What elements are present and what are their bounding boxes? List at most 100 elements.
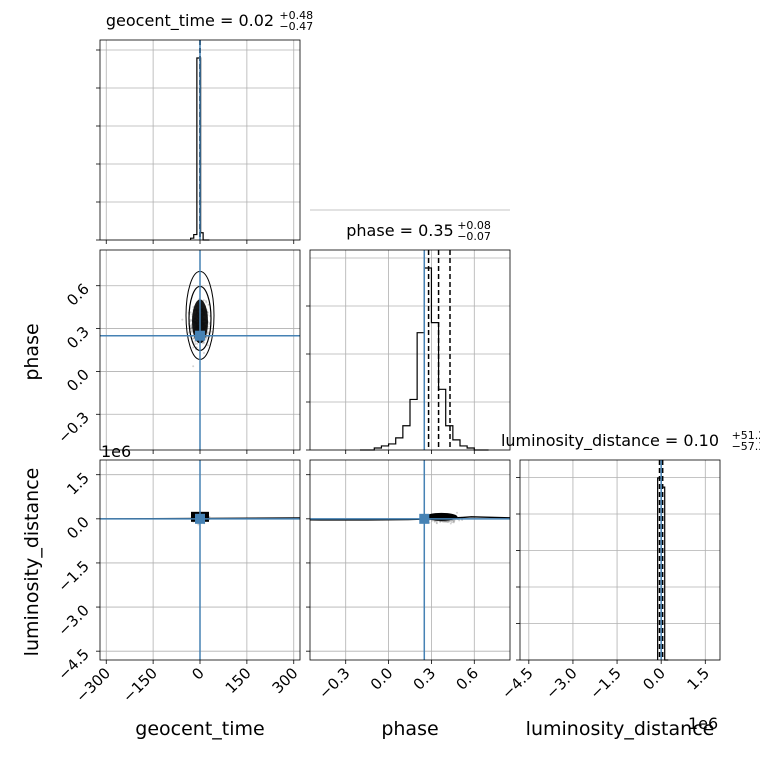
scatter-geocent-phase-pt-179 [192,365,195,368]
scatter-phase-lumdist-pt-65 [444,520,447,523]
title-main-phase: phase = 0.35 [346,221,453,240]
scatter-geocent-phase-pt-333 [189,327,192,330]
xtick-label-luminosity_distance-2: −1.5 [586,664,624,702]
scatter-geocent-phase-pt-246 [201,342,204,345]
scatter-geocent-phase-pt-279 [190,324,192,327]
xtick-label-phase-0: −0.3 [315,664,353,702]
scatter-phase-lumdist-pt-236 [443,520,446,523]
xtick-label-phase-2: 0.3 [410,664,440,694]
title-phase: phase = 0.35 +0.08−0.07 [346,219,491,243]
scatter-geocent-phase-pt-284 [189,318,192,321]
title-main-geocent_time: geocent_time = 0.02 [106,11,274,31]
scatter-phase-lumdist-pt-229 [447,520,450,523]
panel-phase-hist [309,249,511,451]
xtick-label-geocent_time-1: −150 [119,664,161,706]
title-geocent_time: geocent_time = 0.02 +0.48−0.47 [106,9,313,33]
xtick-label-geocent_time-3: 150 [222,664,255,697]
truth-marker-geocent_time-luminosity_distance [195,513,205,524]
xtick-label-luminosity_distance-3: 0.0 [639,664,669,694]
panel-lumdist-hist [519,459,721,661]
scatter-geocent-phase-pt-443 [206,344,209,347]
xtick-label-luminosity_distance-0: −4.5 [498,664,536,702]
scatter-geocent-phase-pt-236 [196,342,199,345]
scatter-phase-lumdist-pt-195 [443,520,446,523]
scatter-phase-lumdist-pt-25 [439,520,442,523]
truth-marker-geocent_time-phase [195,330,205,341]
xlabel-phase: phase [381,718,438,740]
xlabel-luminosity-distance: luminosity_distance [526,718,715,740]
xtick-label-geocent_time-2: 0 [188,664,207,683]
scatter-geocent-phase-pt-372 [207,331,210,334]
scatter-geocent-phase-pt-348 [203,341,206,344]
xtick-label-luminosity_distance-1: −3.0 [542,664,580,702]
ytick-label-phase-3: 0.6 [63,280,93,310]
title-upper-luminosity_distance: +51.29 [732,429,760,442]
title-luminosity_distance: luminosity_distance = 0.10 +51.29−57.34 [501,429,760,453]
title-upper-phase: +0.08 [457,219,491,232]
scatter-geocent-phase-pt-375 [190,330,193,333]
xlabel-geocent-time: geocent_time [135,718,264,740]
scatter-phase-lumdist-pt-30 [444,520,447,523]
ytick-label-luminosity_distance-2: −1.5 [54,557,92,595]
scatter-phase-lumdist-pt-151 [449,520,452,523]
scatter-geocent-phase-pt-248 [189,311,192,314]
scatter-geocent-phase-pt-428 [189,325,192,328]
scatter-phase-lumdist-pt-23 [447,520,450,523]
truth-marker-phase-luminosity_distance [419,513,430,524]
title-main-luminosity_distance: luminosity_distance = 0.10 [501,431,719,451]
scatter-phase-lumdist-pt-174 [452,521,455,524]
scatter-geocent-phase-pt-298 [208,323,211,325]
offset-label-row: 1e6 [101,442,131,461]
scatter-phase-lumdist-pt-193 [456,511,458,514]
scatter-phase-lumdist-pt-212 [435,521,438,524]
ytick-label-luminosity_distance-3: 0.0 [63,513,93,543]
scatter-geocent-phase-pt-180 [205,337,208,340]
scatter-geocent-phase-pt-187 [192,337,195,340]
scatter-geocent-phase-pt-214 [190,329,193,332]
scatter-geocent-phase-pt-146 [189,320,192,323]
panel-phase-lumdist [309,459,511,661]
scatter-geocent-phase-pt-382 [203,352,205,354]
scatter-phase-lumdist-pt-72 [435,522,438,525]
scatter-geocent-phase-pt-221 [202,299,205,302]
scatter-geocent-phase-pt-439 [205,301,208,304]
xtick-label-phase-1: 0.0 [367,664,397,694]
ytick-label-phase-1: 0.0 [63,366,93,396]
scatter-phase-lumdist-pt-206 [431,519,433,522]
scatter-phase-lumdist-pt-145 [449,522,452,525]
scatter-geocent-phase-pt-116 [194,340,197,343]
xtick-label-geocent_time-4: 300 [269,664,302,697]
ylabel-luminosity-distance: luminosity_distance [21,468,43,657]
scatter-geocent-lumdist-pt-126 [197,523,200,526]
scatter-phase-lumdist-pt-136 [446,521,449,523]
xtick-label-phase-3: 0.6 [453,664,483,694]
ylabel-phase: phase [21,323,43,380]
scatter-phase-lumdist-pt-197 [452,519,455,522]
ytick-label-phase-0: −0.3 [54,408,92,446]
scatter-phase-lumdist-pt-6 [446,520,449,523]
title-lower-phase: −0.07 [457,230,491,243]
scatter-geocent-phase-pt-347 [207,303,210,306]
ytick-label-luminosity_distance-4: 1.5 [63,469,93,499]
scatter-phase-lumdist-pt-51 [451,521,453,524]
scatter-geocent-phase-pt-97 [181,318,184,321]
density-core-phase-lumdist [425,512,458,521]
scatter-geocent-phase-pt-215 [192,346,195,349]
offset-label-col: 1e6 [688,714,718,733]
scatter-phase-lumdist-pt-106 [452,520,455,523]
scatter-geocent-phase-pt-339 [205,336,208,339]
scatter-geocent-phase-pt-332 [194,343,197,345]
xtick-label-luminosity_distance-4: 1.5 [684,664,714,694]
title-lower-geocent_time: −0.47 [279,20,313,33]
ytick-label-phase-2: 0.3 [63,323,93,353]
ytick-label-luminosity_distance-1: −3.0 [54,601,92,639]
scatter-phase-lumdist-pt-46 [458,519,461,522]
scatter-phase-lumdist-pt-192 [453,519,456,522]
scatter-phase-lumdist-pt-61 [433,520,436,523]
scatter-geocent-phase-pt-421 [189,327,192,330]
title-lower-luminosity_distance: −57.34 [732,440,760,453]
title-upper-geocent_time: +0.48 [279,9,313,22]
scatter-geocent-phase-pt-258 [205,300,207,302]
scatter-geocent-phase-pt-259 [206,332,209,335]
